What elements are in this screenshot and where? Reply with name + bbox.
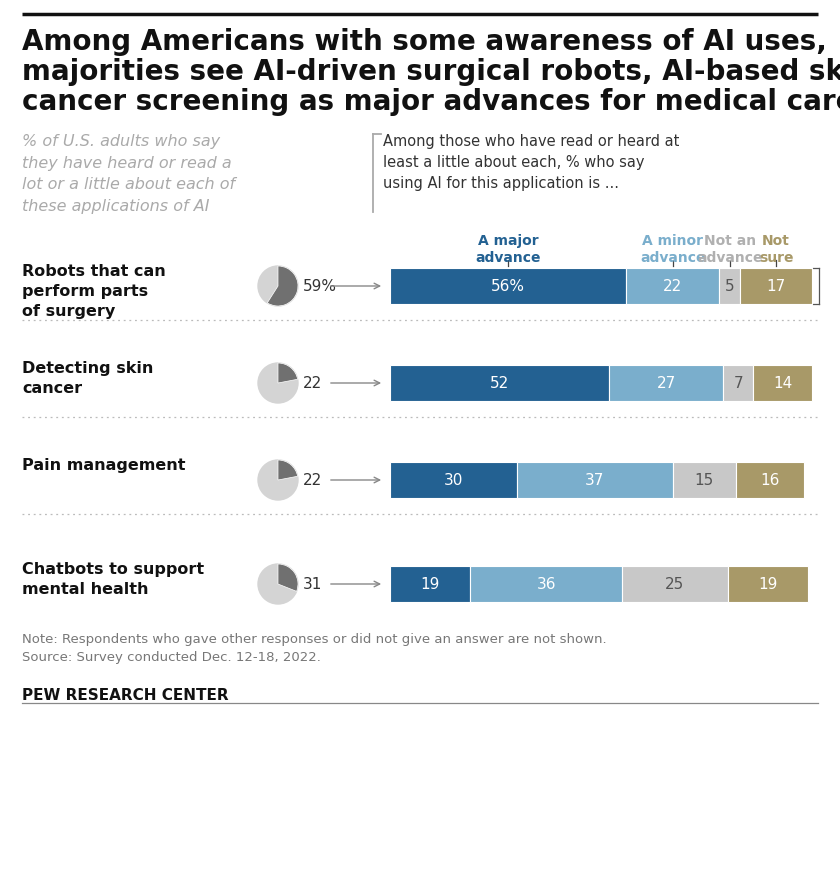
Text: % of U.S. adults who say
they have heard or read a
lot or a little about each of: % of U.S. adults who say they have heard… — [22, 134, 235, 214]
Text: 31: 31 — [303, 576, 323, 591]
Circle shape — [258, 460, 298, 500]
Bar — [390, 462, 517, 498]
Bar — [673, 462, 736, 498]
Bar — [390, 268, 627, 304]
Text: 17: 17 — [767, 279, 785, 294]
Text: 25: 25 — [665, 576, 685, 591]
Bar — [610, 365, 723, 401]
Bar — [740, 268, 812, 304]
Text: 7: 7 — [733, 375, 743, 391]
Text: 27: 27 — [657, 375, 676, 391]
Text: majorities see AI-driven surgical robots, AI-based skin: majorities see AI-driven surgical robots… — [22, 58, 840, 86]
Text: 22: 22 — [303, 472, 323, 487]
Text: 16: 16 — [760, 472, 780, 487]
Text: 37: 37 — [585, 472, 604, 487]
Text: 36: 36 — [537, 576, 556, 591]
Text: Detecting skin
cancer: Detecting skin cancer — [22, 361, 154, 396]
Text: 22: 22 — [663, 279, 682, 294]
Text: Among Americans with some awareness of AI uses,: Among Americans with some awareness of A… — [22, 28, 827, 56]
Bar — [727, 566, 808, 602]
Bar — [517, 462, 673, 498]
Text: 22: 22 — [303, 375, 323, 391]
Bar — [736, 462, 804, 498]
Circle shape — [258, 266, 298, 306]
Bar — [390, 566, 470, 602]
Text: Chatbots to support
mental health: Chatbots to support mental health — [22, 562, 204, 597]
Bar — [622, 566, 727, 602]
Text: Robots that can
perform parts
of surgery: Robots that can perform parts of surgery — [22, 264, 165, 319]
Circle shape — [258, 363, 298, 403]
Text: 19: 19 — [758, 576, 777, 591]
Text: Note: Respondents who gave other responses or did not give an answer are not sho: Note: Respondents who gave other respons… — [22, 633, 606, 664]
Wedge shape — [278, 363, 297, 383]
Text: Among those who have read or heard at
least a little about each, % who say
using: Among those who have read or heard at le… — [383, 134, 680, 191]
Text: PEW RESEARCH CENTER: PEW RESEARCH CENTER — [22, 688, 228, 703]
Text: 59%: 59% — [303, 279, 337, 294]
Text: 52: 52 — [490, 375, 509, 391]
Text: cancer screening as major advances for medical care: cancer screening as major advances for m… — [22, 88, 840, 116]
Circle shape — [258, 564, 298, 604]
Wedge shape — [278, 460, 297, 480]
Text: Not an
advance: Not an advance — [697, 234, 763, 265]
Bar — [470, 566, 622, 602]
Text: Pain management: Pain management — [22, 458, 186, 473]
Text: A major
advance: A major advance — [475, 234, 541, 265]
Text: 30: 30 — [444, 472, 463, 487]
Text: 14: 14 — [773, 375, 792, 391]
Text: 56%: 56% — [491, 279, 525, 294]
Text: 5: 5 — [725, 279, 734, 294]
Text: A minor
advance: A minor advance — [640, 234, 706, 265]
Text: 15: 15 — [695, 472, 714, 487]
Bar — [753, 365, 812, 401]
Wedge shape — [278, 564, 298, 591]
Wedge shape — [267, 266, 298, 306]
Bar — [627, 268, 719, 304]
Bar — [723, 365, 753, 401]
Bar — [390, 365, 610, 401]
Text: 19: 19 — [420, 576, 440, 591]
Text: Not
sure: Not sure — [759, 234, 794, 265]
Bar — [719, 268, 740, 304]
